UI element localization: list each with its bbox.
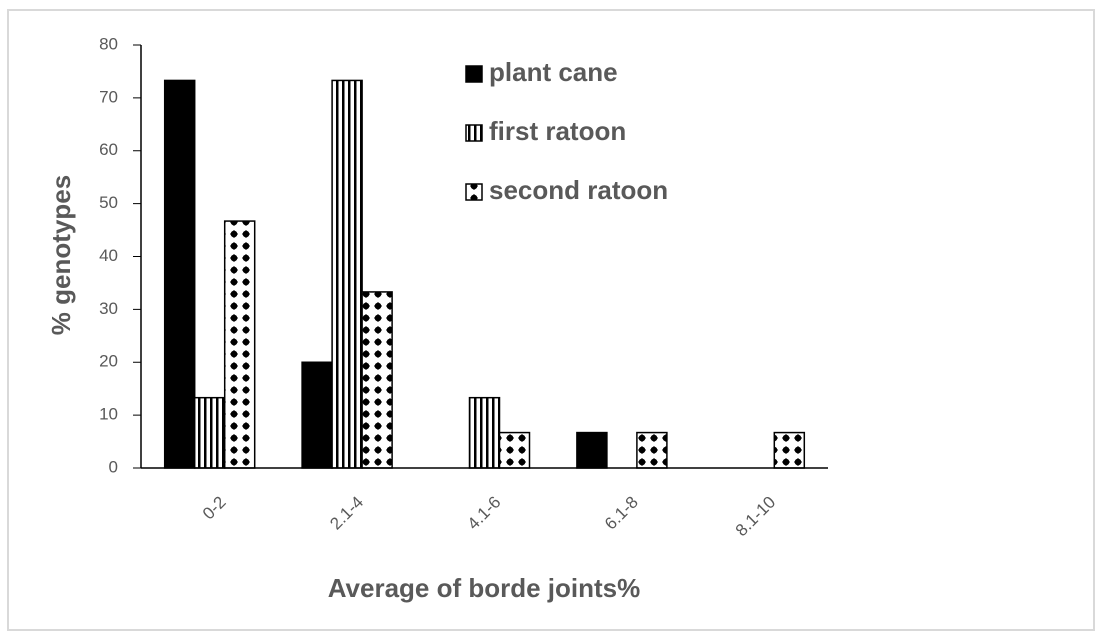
bar [301, 361, 333, 469]
x-axis-title: Average of borde joints% [328, 573, 641, 603]
bar [468, 396, 501, 469]
bar [636, 431, 668, 469]
x-tick-label: 8.1-10 [732, 493, 780, 541]
legend-label: second ratoon [489, 175, 668, 205]
bar [193, 396, 226, 469]
y-tick-label: 0 [109, 457, 118, 476]
x-tick-label: 0-2 [199, 493, 230, 524]
legend-label: plant cane [489, 57, 618, 87]
bar [163, 79, 196, 469]
frame [7, 9, 1095, 631]
bar [223, 220, 256, 469]
legend-swatch [465, 124, 483, 142]
bar [576, 431, 608, 469]
y-tick-label: 70 [99, 87, 118, 106]
y-tick-label: 80 [99, 34, 118, 53]
y-tick-label: 30 [99, 299, 118, 318]
y-tick-label: 60 [99, 140, 118, 159]
legend-swatch [465, 65, 483, 83]
bar [498, 431, 531, 469]
y-axis-title: % genotypes [46, 175, 76, 335]
x-tick-label: 6.1-8 [601, 493, 642, 534]
y-tick-label: 40 [99, 246, 118, 265]
bar [361, 291, 393, 469]
x-tick-label: 2.1-4 [326, 493, 367, 534]
y-tick-label: 50 [99, 193, 118, 212]
x-tick-label: 4.1-6 [464, 493, 505, 534]
bar [773, 431, 806, 469]
y-tick-label: 10 [99, 405, 118, 424]
y-tick-label: 20 [99, 352, 118, 371]
legend-swatch [465, 183, 483, 201]
bar [331, 79, 363, 469]
legend-label: first ratoon [489, 116, 626, 146]
